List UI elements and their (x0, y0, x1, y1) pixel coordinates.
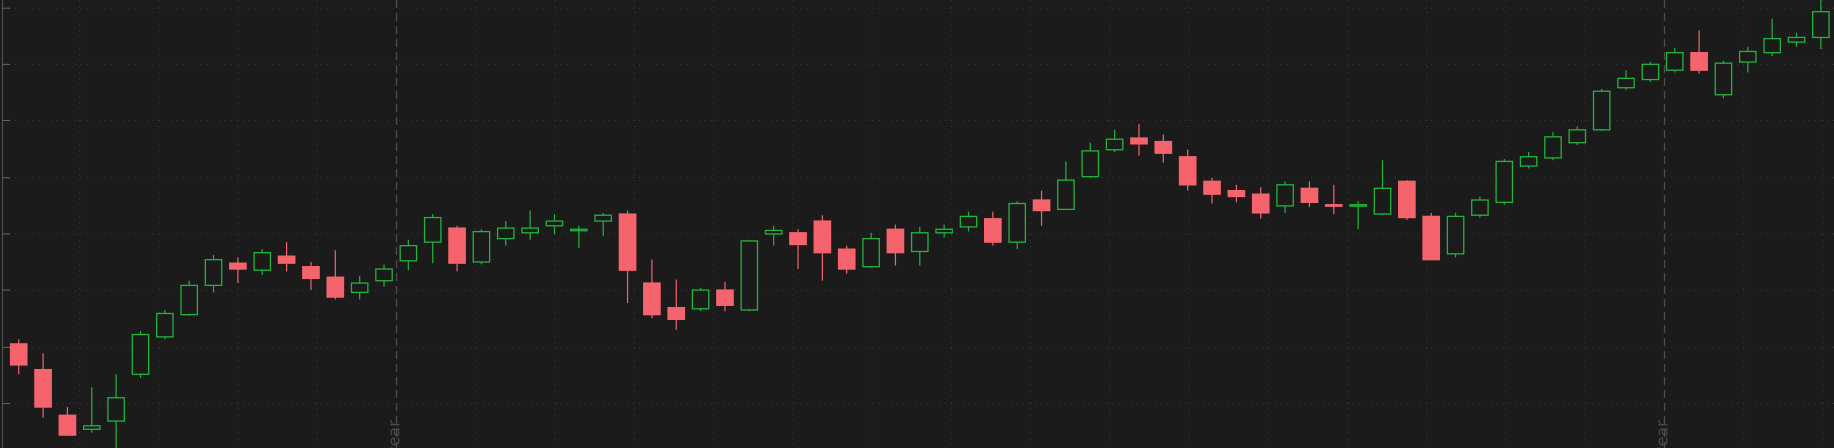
candle-body (1568, 129, 1587, 144)
candle-body (1471, 199, 1489, 216)
candle-body (423, 216, 442, 243)
candle-body (716, 289, 734, 306)
candle-body (691, 289, 710, 310)
candle-body (594, 214, 613, 222)
candle-body (862, 237, 880, 268)
candle-body (643, 282, 661, 316)
candle-body (1398, 180, 1416, 219)
separator-label: year (384, 420, 403, 448)
candle-body (1617, 77, 1635, 89)
separator-label: year (1652, 420, 1671, 448)
candle-body (837, 248, 856, 270)
candle-body (1495, 160, 1514, 204)
candle-body (107, 397, 125, 422)
candle-body (1787, 36, 1806, 43)
candle-body (131, 333, 150, 375)
candle-body (570, 228, 588, 232)
candle-body (448, 227, 466, 264)
candle-body (764, 229, 783, 235)
candle-body (1057, 179, 1075, 211)
candle-body (1519, 156, 1538, 167)
candle-body (1812, 11, 1830, 39)
candle-body (326, 276, 345, 298)
candle-body (496, 227, 515, 240)
candle-body (618, 213, 637, 271)
candle-body (204, 259, 223, 287)
candle-body (545, 220, 564, 227)
candle-body (1008, 202, 1027, 243)
candle-body (1154, 140, 1173, 154)
candle-body (1690, 51, 1708, 71)
candle-body (1544, 136, 1562, 159)
candle-body (1178, 156, 1197, 186)
candle-body (1130, 137, 1148, 145)
candle-body (813, 220, 832, 254)
candle-body (58, 414, 77, 436)
candle-body (740, 240, 759, 311)
candle-body (350, 282, 369, 294)
candle-body (180, 284, 199, 316)
candle-body (1105, 138, 1124, 151)
candle-body (375, 268, 393, 282)
candle-body (472, 230, 491, 263)
candle-body (1714, 62, 1733, 96)
candle-body (935, 228, 953, 234)
candle-body (1251, 193, 1270, 214)
candle-body (302, 266, 320, 280)
candle-body (1081, 150, 1100, 178)
candle-body (9, 343, 28, 366)
candle-body (34, 368, 52, 408)
candle-body (82, 425, 101, 430)
candle-body (984, 218, 1002, 243)
candle-body (277, 255, 296, 264)
candle-body (667, 306, 686, 320)
candle-body (1227, 190, 1246, 198)
candle-body (1763, 37, 1781, 54)
candle-body (229, 262, 247, 270)
candle-body (253, 252, 272, 271)
candle-body (1422, 215, 1441, 261)
candle-body (1738, 50, 1757, 63)
candle-body (886, 228, 905, 254)
candle-body (1349, 204, 1367, 207)
candle-body (1446, 215, 1465, 255)
candle-body (789, 232, 807, 246)
candle-body (1300, 187, 1319, 204)
candle-body (399, 244, 418, 262)
candle-body (1373, 187, 1392, 215)
candle-body (1641, 63, 1660, 81)
candle-body (1324, 204, 1343, 207)
candle-body (959, 215, 978, 228)
candle-body (910, 232, 929, 253)
candle-body (1032, 199, 1051, 212)
candle-body (1203, 180, 1221, 195)
candle-body (155, 312, 174, 338)
candle-body (1592, 90, 1611, 131)
candle-body (521, 227, 539, 234)
candle-body (1665, 51, 1684, 71)
candle-body (1276, 184, 1294, 207)
